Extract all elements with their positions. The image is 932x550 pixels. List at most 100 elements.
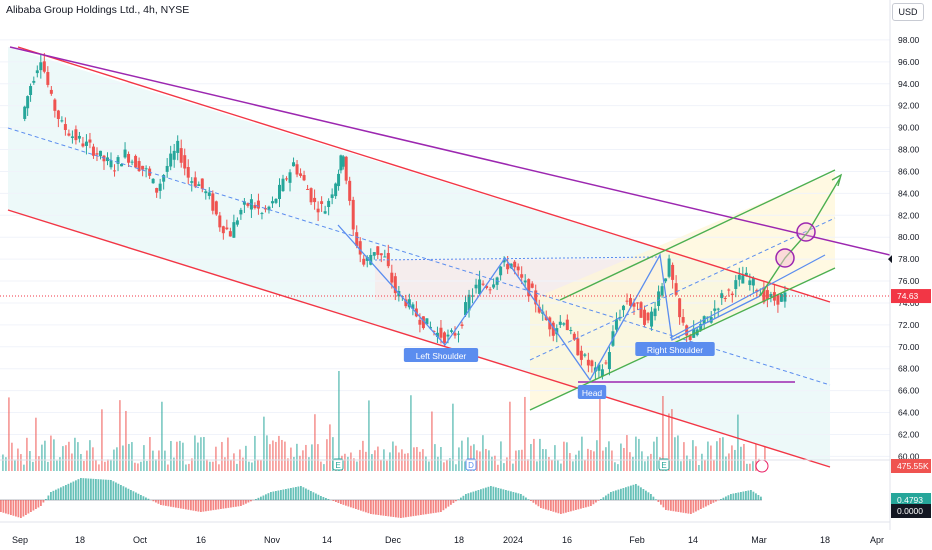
candle-body	[727, 289, 731, 291]
last-price-tag-text: 74.63	[897, 291, 919, 301]
candle-body	[376, 246, 380, 255]
candle-body	[569, 329, 573, 331]
volume-bar	[38, 456, 40, 471]
osc-bar	[417, 500, 420, 516]
volume-bar	[638, 438, 640, 471]
candle-body	[520, 274, 524, 278]
volume-bar	[170, 441, 172, 471]
osc-bar	[280, 490, 282, 500]
volume-bar	[740, 446, 742, 471]
osc-bar	[727, 495, 730, 500]
osc-bar	[310, 491, 312, 500]
drawings: E D E Left Shoulder Head Right Shoulder	[0, 46, 891, 473]
osc-bar	[60, 487, 62, 500]
volume-bar	[551, 459, 553, 471]
volume-bar	[5, 457, 7, 471]
osc-bar	[85, 478, 87, 500]
volume-bar	[707, 441, 709, 471]
candle-body	[144, 168, 148, 170]
candle-body	[228, 231, 232, 237]
candle-body	[657, 291, 661, 307]
osc-bar	[552, 500, 555, 512]
candle-body	[411, 304, 415, 309]
volume-bar	[302, 450, 304, 471]
osc-bar	[332, 500, 335, 501]
candle-body	[621, 305, 625, 311]
candle-body	[313, 197, 317, 203]
osc-bar	[660, 500, 662, 505]
volume-bar	[326, 439, 328, 471]
currency-button[interactable]: USD	[892, 3, 924, 21]
volume-bar	[194, 435, 196, 471]
x-tick-label: Apr	[870, 535, 884, 545]
osc-bar	[337, 500, 340, 503]
y-tick-label: 72.00	[898, 320, 920, 330]
volume-bar	[419, 451, 421, 471]
candle-body	[667, 258, 671, 277]
osc-bar	[447, 500, 450, 507]
osc-bar	[297, 486, 300, 500]
volume-bar	[155, 459, 157, 471]
volume-bar	[107, 459, 109, 471]
volume-bar	[539, 438, 541, 471]
volume-bar	[374, 450, 376, 471]
x-tick-label: 18	[454, 535, 464, 545]
candle-body	[435, 332, 439, 337]
osc-bar	[630, 485, 632, 500]
candle-body	[214, 201, 218, 215]
candle-body	[169, 153, 173, 167]
volume-bar	[245, 445, 247, 471]
candle-body	[179, 148, 183, 163]
osc-bar	[507, 490, 510, 500]
candle-body	[460, 324, 464, 326]
osc-bar	[162, 500, 165, 506]
candle-body	[200, 178, 204, 189]
osc-bar	[687, 500, 690, 514]
osc-bar	[185, 500, 187, 510]
osc-bar	[650, 494, 652, 500]
osc-bar	[452, 500, 455, 503]
candle-body	[362, 258, 366, 265]
x-tick-label: Sep	[12, 535, 28, 545]
volume-bar	[266, 435, 268, 471]
pattern-label: Head	[582, 388, 603, 398]
y-tick-label: 90.00	[898, 123, 920, 133]
osc-bar	[525, 497, 527, 500]
osc-bar	[190, 500, 192, 511]
osc-bar	[30, 500, 32, 512]
candle-body	[407, 299, 411, 308]
candle-body	[723, 298, 727, 300]
osc-bar	[530, 500, 532, 501]
x-tick-label: Oct	[133, 535, 148, 545]
osc-bar	[142, 496, 145, 500]
volume-bar	[581, 436, 583, 471]
volume-bar	[575, 454, 577, 471]
osc-bar	[257, 497, 260, 500]
volume-bar	[572, 461, 574, 471]
candle-body	[116, 157, 120, 164]
y-tick-label: 78.00	[898, 254, 920, 264]
channel-upper-line	[17, 46, 831, 303]
osc-bar	[745, 491, 747, 500]
volume-bar	[182, 442, 184, 471]
volume-bar	[515, 450, 517, 471]
candle-body	[674, 283, 678, 295]
x-tick-label: Feb	[629, 535, 645, 545]
candle-body	[527, 279, 531, 297]
osc-bar	[485, 487, 487, 500]
osc-upper-tag-text: 0.4793	[897, 495, 923, 505]
x-tick-label: 16	[562, 535, 572, 545]
y-tick-label: 88.00	[898, 145, 920, 155]
osc-bar	[72, 481, 75, 500]
candle-body	[32, 80, 36, 83]
volume-bar	[680, 461, 682, 471]
osc-bar	[702, 500, 705, 508]
volume-bar	[674, 437, 676, 471]
x-tick-label: Nov	[264, 535, 281, 545]
volume-bar	[506, 457, 508, 471]
volume-bar	[614, 462, 616, 471]
volume-bar	[332, 437, 334, 471]
candle-body	[576, 338, 580, 356]
candle-body	[134, 155, 138, 168]
